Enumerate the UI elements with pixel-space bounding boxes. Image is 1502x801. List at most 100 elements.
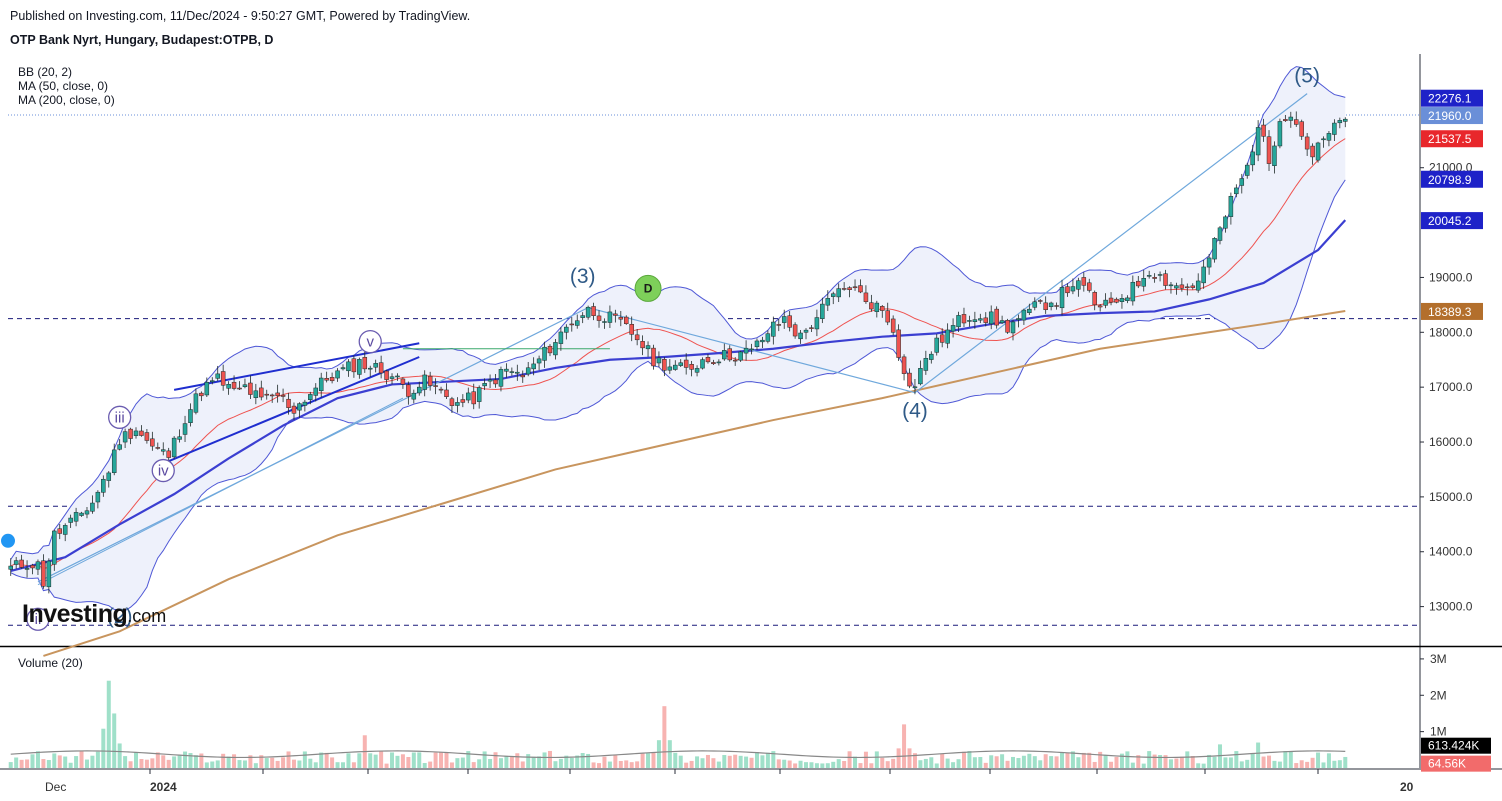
volume-bar [934, 763, 939, 768]
candle-up [1174, 285, 1179, 289]
candle-up [978, 318, 983, 321]
volume-bar [57, 755, 62, 768]
candle-up [117, 444, 122, 450]
volume-bar [749, 757, 754, 768]
volume-bar [210, 761, 215, 768]
candle-up [760, 339, 765, 343]
candle-down [1097, 305, 1103, 308]
volume-bar [689, 760, 694, 768]
volume-bar [760, 755, 765, 768]
volume-bar [1256, 742, 1261, 768]
candle-up [1212, 238, 1217, 260]
volume-bar [1185, 751, 1190, 768]
bollinger-upper-line [10, 66, 1346, 560]
candle-down [520, 374, 526, 378]
volume-bar [139, 759, 144, 768]
dividend-marker-label: D [644, 281, 653, 295]
indicator-bb[interactable]: BB (20, 2) [18, 65, 73, 79]
candle-down [220, 371, 226, 386]
candle-up [645, 345, 651, 350]
volume-bar [705, 754, 710, 768]
volume-bar [874, 751, 879, 768]
volume-bar [1288, 751, 1293, 768]
candle-up [106, 472, 112, 481]
volume-bar [1174, 758, 1179, 768]
candle-down [269, 394, 275, 397]
volume-bar [509, 756, 514, 768]
volume-bar [319, 752, 324, 768]
candle-up [1141, 278, 1146, 287]
volume-bar [951, 762, 956, 768]
volume-bar [471, 762, 476, 768]
volume-bar [1337, 760, 1342, 768]
volume-bar [727, 755, 732, 768]
candle-down [939, 334, 945, 343]
volume-bar [449, 762, 454, 768]
candle-down [727, 348, 732, 361]
volume-bar [1136, 755, 1141, 768]
candle-up [912, 386, 918, 389]
volume-bar [842, 761, 847, 768]
volume-bar [253, 763, 258, 768]
volume-bar [79, 751, 84, 768]
candle-up [455, 402, 460, 406]
volume-bar [1277, 761, 1282, 768]
indicator-ma200[interactable]: MA (200, close, 0) [18, 93, 115, 107]
candle-down [863, 292, 869, 302]
candle-down [792, 324, 798, 337]
candle-up [558, 331, 564, 344]
candle-down [852, 286, 858, 289]
volume-value-label-1 [1421, 755, 1491, 772]
indicator-ma50[interactable]: MA (50, close, 0) [18, 79, 109, 93]
candle-down [493, 379, 498, 385]
candle-up [35, 561, 41, 570]
volume-bar [863, 751, 868, 768]
volume-bar [1201, 763, 1206, 768]
candle-down [362, 357, 368, 370]
volume-bar [215, 760, 220, 768]
candle-down [1005, 320, 1010, 333]
candle-up [308, 394, 313, 400]
candle-down [1304, 136, 1310, 150]
volume-bar [1130, 762, 1135, 768]
volume-pane-label[interactable]: Volume (20) [18, 656, 83, 670]
candle-up [1239, 178, 1245, 186]
x-tick-label-1: 2024 [150, 780, 177, 794]
volume-bar [1168, 759, 1173, 768]
ma200-line [43, 309, 1346, 657]
volume-tick-label-1: 2M [1430, 688, 1447, 702]
volume-bar [912, 753, 917, 768]
volume-bar [232, 754, 237, 768]
volume-bar [433, 752, 438, 768]
candle-up [340, 367, 346, 370]
candle-up [188, 409, 193, 423]
volume-bar [188, 753, 193, 768]
volume-bar [738, 755, 743, 768]
candle-down [858, 285, 863, 293]
candle-up [1343, 118, 1348, 122]
volume-bar [155, 752, 160, 768]
volume-bar [994, 756, 999, 768]
volume-bar [1310, 757, 1315, 768]
volume-value-label-0 [1421, 737, 1491, 754]
volume-bar [716, 761, 721, 768]
volume-bar [95, 751, 100, 768]
volume-bar [19, 759, 24, 768]
candle-up [357, 359, 362, 375]
volume-bar [961, 751, 966, 768]
candle-down [324, 378, 329, 381]
candle-up [585, 306, 591, 318]
candle-up [918, 368, 923, 385]
candle-down [57, 528, 62, 534]
volume-bar [1087, 752, 1092, 768]
candle-down [1043, 302, 1048, 310]
volume-bar [1076, 757, 1081, 768]
volume-bar [880, 757, 885, 768]
volume-bar [531, 756, 536, 768]
volume-bar [422, 763, 427, 768]
candle-up [24, 568, 30, 570]
candle-up [525, 367, 531, 375]
volume-bar [902, 724, 907, 768]
candle-down [259, 387, 264, 398]
